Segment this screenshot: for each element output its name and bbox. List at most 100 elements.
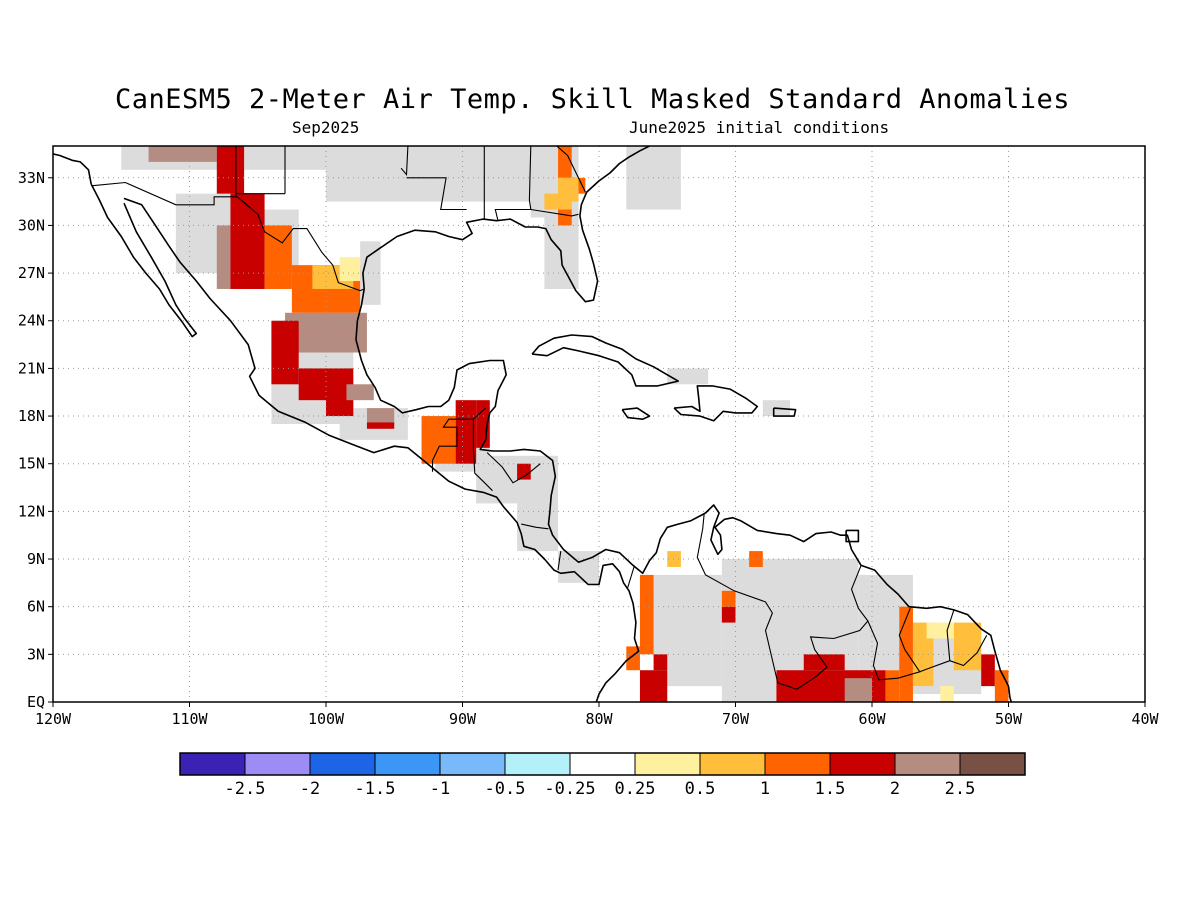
colorbar-label: -2 (300, 779, 320, 799)
colorbar-swatch (179, 752, 246, 776)
political-borders (92, 146, 988, 690)
border-line (521, 523, 549, 530)
lon-tick-label: 110W (171, 710, 208, 728)
coastline (673, 385, 759, 422)
lon-tick-label: 80W (585, 710, 613, 728)
grid-cell (366, 408, 395, 424)
coastline (53, 153, 92, 185)
lon-tick-label: 50W (995, 710, 1023, 728)
colorbar-swatch (439, 752, 506, 776)
map-gridlines (53, 146, 1145, 702)
anomaly-grid-cells (121, 146, 1009, 702)
coastline (123, 197, 640, 702)
grid-cell (544, 193, 572, 210)
grid-cell (558, 209, 572, 226)
grid-cell (926, 622, 954, 639)
coastline (90, 183, 198, 338)
grid-cell (899, 606, 913, 702)
lat-tick-label: 12N (18, 502, 45, 520)
grid-cell (346, 384, 374, 401)
colorbar-label: -2.5 (225, 779, 266, 799)
grid-cell (558, 146, 572, 178)
colorbar-frame (179, 752, 1026, 776)
lat-tick-label: 30N (18, 216, 45, 234)
colorbar: -2.5 -2 -1.5 -1 -0.5 -0.25 0.25 0.5 1 1.5 2 2.5 (179, 752, 1026, 799)
colorbar-label: -0.5 (485, 779, 526, 799)
lat-tick-label: 9N (27, 550, 45, 568)
border-line (556, 146, 586, 193)
grid-cell (885, 670, 900, 702)
lat-tick-label: 33N (18, 169, 45, 187)
border-line (627, 565, 636, 588)
grid-cell (667, 551, 681, 567)
grid-cell (455, 400, 477, 464)
init-conditions-label: June2025 initial conditions (629, 118, 890, 137)
border-line (406, 177, 467, 211)
colorbar-swatch (829, 752, 896, 776)
coastline (621, 407, 651, 421)
grid-cell (148, 146, 217, 162)
lat-tick-label: 3N (27, 645, 45, 663)
border-line (777, 565, 869, 690)
colorbar-label: -1.5 (355, 779, 396, 799)
grid-cell (639, 670, 668, 702)
colorbar-label: 2.5 (945, 779, 976, 799)
map-axis-ticks: 120W 110W 100W 90W 80W 70W 60W 50W 40W EQ 3N 6N 9N 12… (18, 169, 1160, 728)
grid-cell (940, 686, 954, 702)
lon-tick-label: 70W (722, 710, 750, 728)
grid-cell (360, 241, 381, 305)
lat-tick-label: 24N (18, 312, 45, 330)
grid-cell (994, 670, 1009, 702)
lat-tick-label: 15N (18, 455, 45, 473)
lat-tick-label: EQ (27, 693, 45, 711)
colorbar-label: 1.5 (815, 779, 846, 799)
border-line (400, 146, 409, 177)
colorbar-swatch (894, 752, 961, 776)
lon-tick-label: 60W (858, 710, 886, 728)
lat-tick-label: 27N (18, 264, 45, 282)
colorbar-label: -1 (430, 779, 450, 799)
grid-cell (326, 392, 354, 417)
colorbar-swatch (764, 752, 831, 776)
colorbar-swatch (634, 752, 701, 776)
map-title: CanESM5 2-Meter Air Temp. Skill Masked S… (114, 84, 1071, 115)
border-line (557, 551, 562, 571)
border-line (486, 452, 541, 484)
coastline (531, 334, 680, 387)
coastline (772, 407, 797, 417)
border-line (92, 181, 365, 292)
coastline (362, 146, 650, 303)
grid-cell (339, 257, 361, 282)
colorbar-label: 1 (760, 779, 770, 799)
border-line (530, 208, 579, 217)
border-line (472, 449, 493, 492)
coastline (355, 288, 1012, 702)
colorbar-swatch (569, 752, 636, 776)
grid-cell (230, 193, 265, 289)
colorbar-label: 0.25 (615, 779, 656, 799)
colorbar-swatch (959, 752, 1026, 776)
grid-cell (721, 606, 736, 623)
grid-cell (271, 320, 299, 385)
coastline (845, 529, 860, 543)
grid-cell (326, 146, 531, 202)
lon-tick-label: 120W (35, 710, 72, 728)
grid-cell (366, 422, 395, 429)
border-line (696, 514, 779, 684)
border-line (949, 635, 988, 667)
grid-cell (844, 678, 872, 702)
colorbar-label: -0.25 (544, 779, 595, 799)
colorbar-swatch (374, 752, 441, 776)
lat-tick-label: 6N (27, 598, 45, 616)
lon-tick-label: 100W (308, 710, 345, 728)
lon-tick-label: 90W (449, 710, 477, 728)
lon-tick-label: 40W (1131, 710, 1159, 728)
colorbar-label: 0.5 (685, 779, 716, 799)
lat-tick-label: 18N (18, 407, 45, 425)
lat-tick-label: 21N (18, 359, 45, 377)
grid-cell (721, 590, 736, 607)
colorbar-swatch (244, 752, 311, 776)
grid-cell (421, 416, 456, 464)
grid-cell (517, 463, 531, 480)
